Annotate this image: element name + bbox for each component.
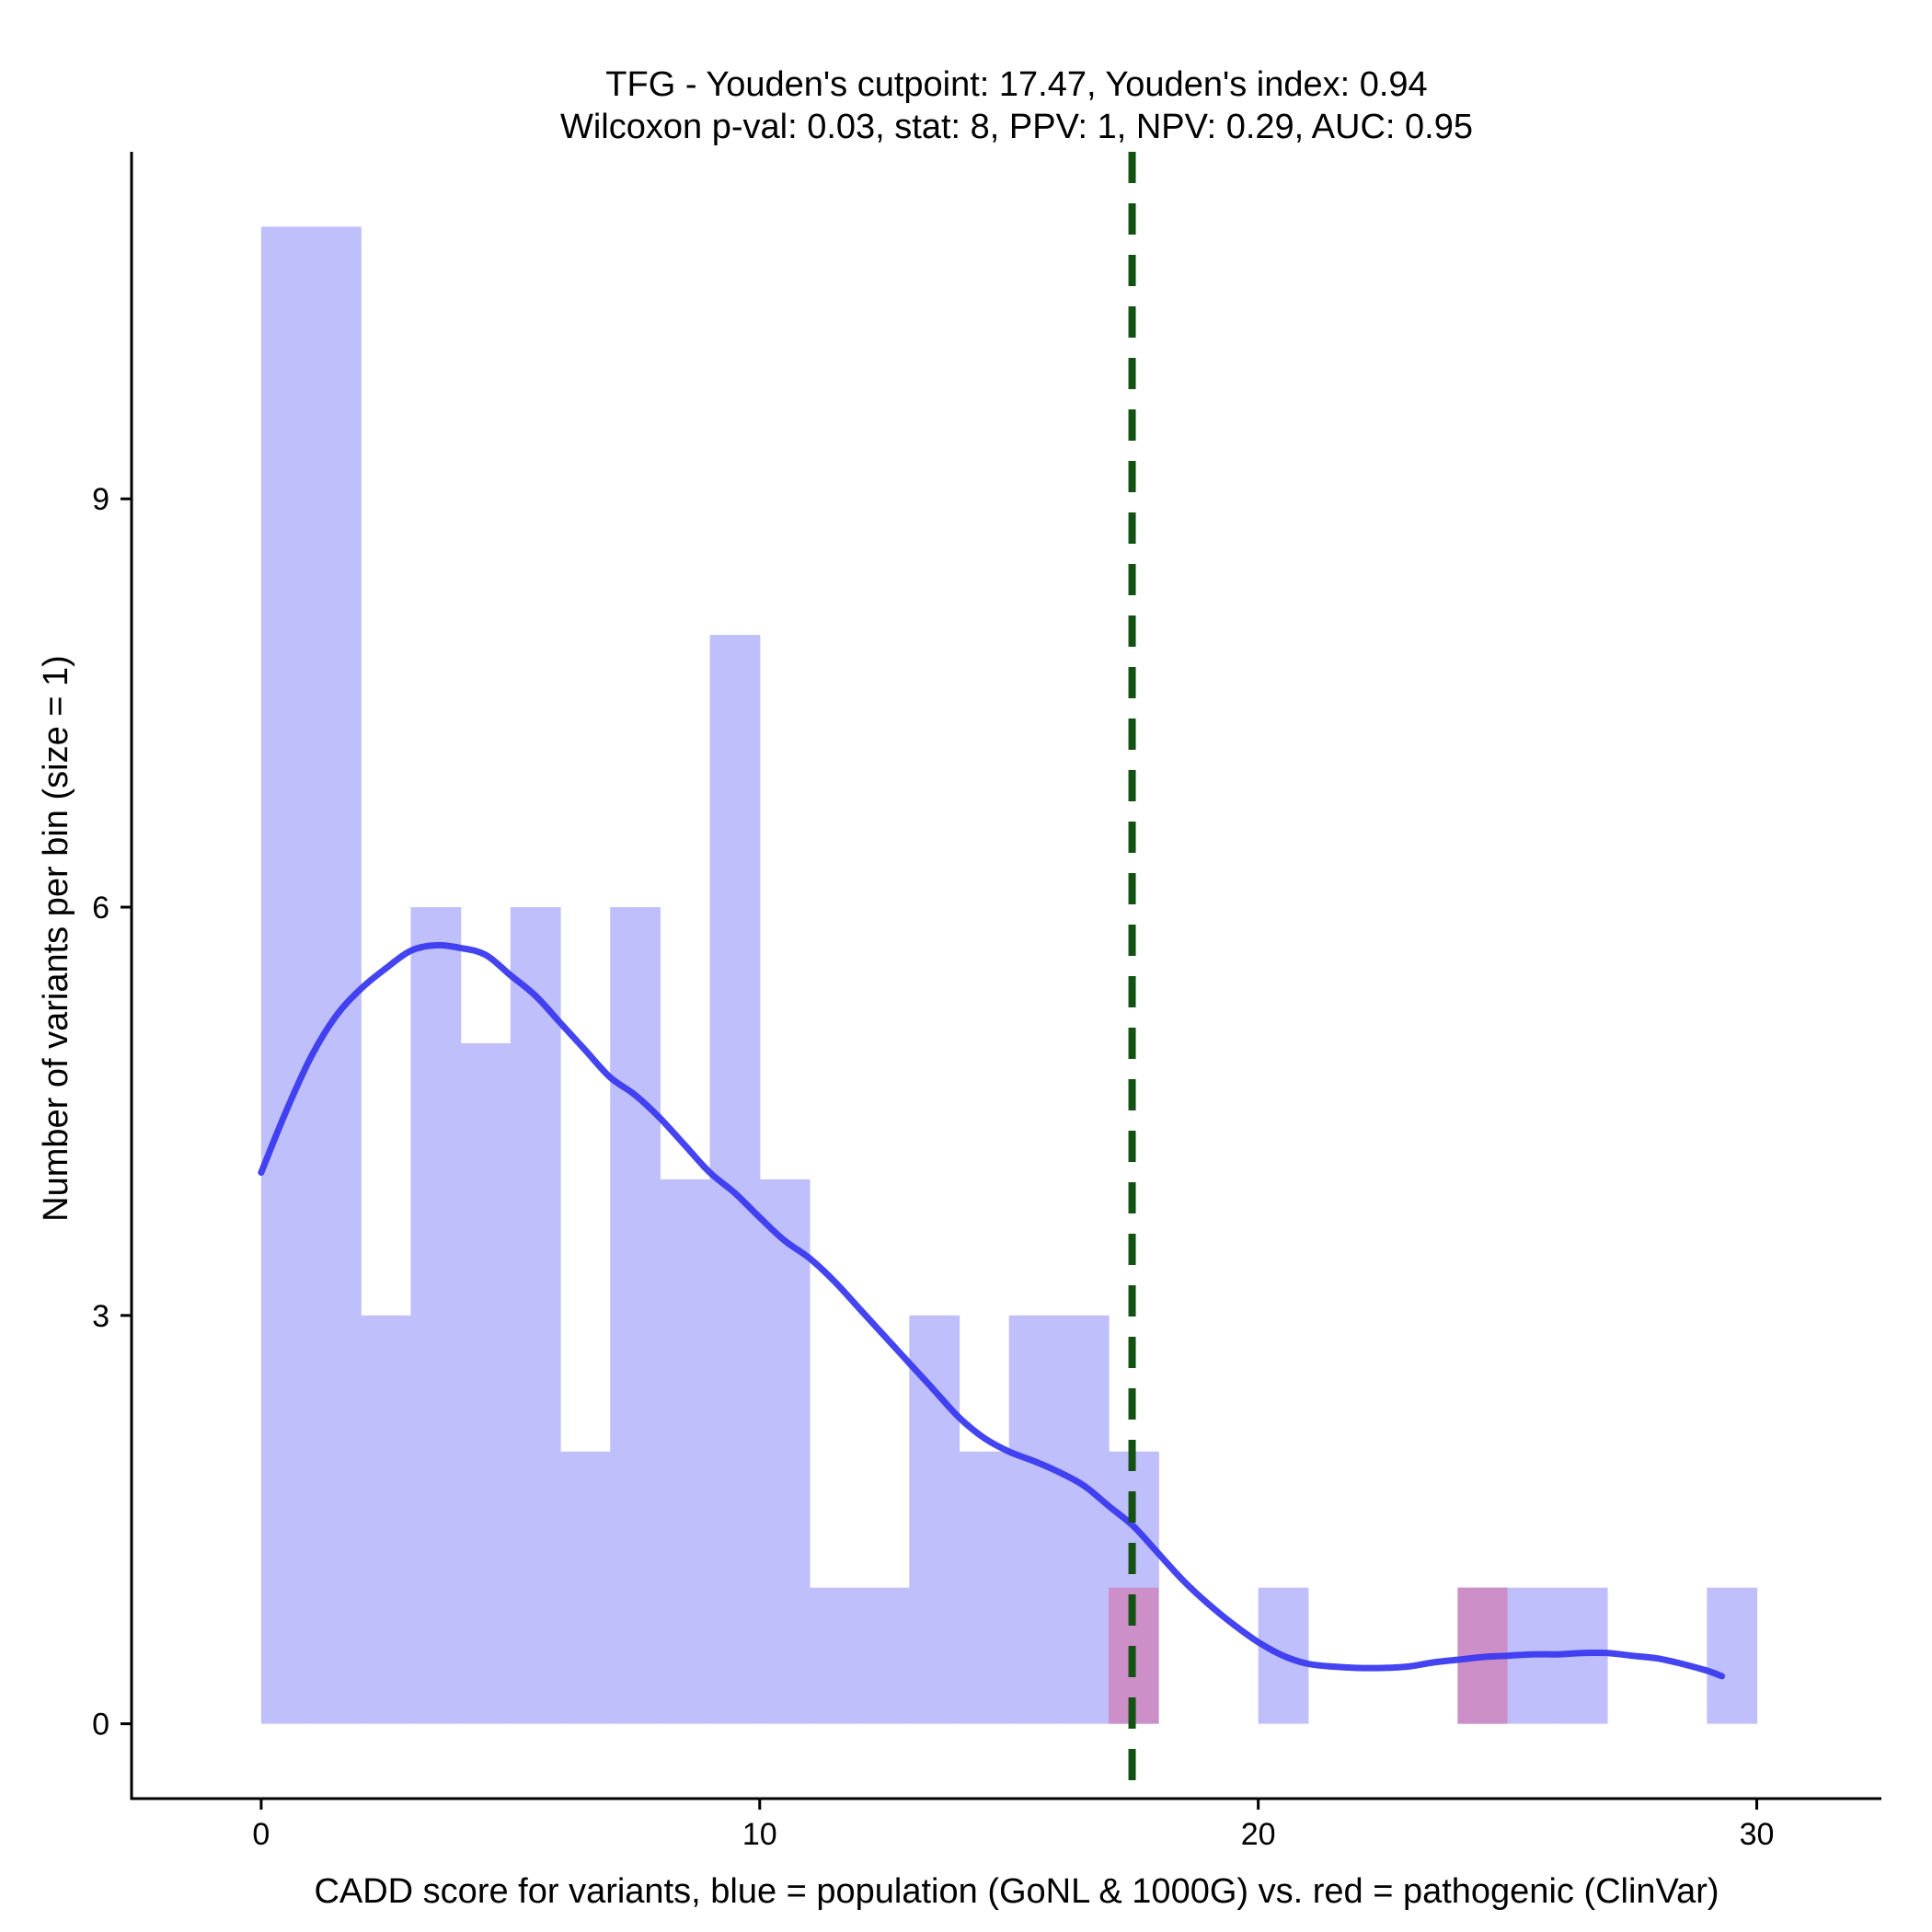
y-axis-ticks: 0 3 6 9: [92, 482, 132, 1742]
y-axis-title: Number of variants per bin (size = 1): [37, 655, 75, 1222]
population-bar: [510, 907, 561, 1724]
population-bar: [859, 1587, 910, 1724]
population-bar: [1008, 1315, 1060, 1724]
population-bar: [959, 1451, 1010, 1724]
population-bar: [1058, 1315, 1110, 1724]
y-tick-label: 0: [92, 1708, 109, 1742]
x-axis-ticks: 0 10 20 30: [252, 1799, 1774, 1852]
chart-title: TFG - Youden's cutpoint: 17.47, Youden's…: [605, 65, 1427, 104]
x-tick-label: 20: [1241, 1817, 1276, 1852]
y-tick-label: 6: [92, 891, 109, 926]
population-bar: [410, 907, 462, 1724]
population-bar: [610, 907, 661, 1724]
population-bar: [460, 1042, 512, 1724]
population-bar: [560, 1451, 611, 1724]
x-tick-label: 10: [742, 1817, 777, 1852]
y-tick-label: 9: [92, 482, 109, 517]
density-curve: [258, 941, 1726, 1680]
population-bar: [260, 226, 312, 1724]
population-bar: [311, 226, 362, 1724]
y-tick-label: 3: [92, 1299, 109, 1334]
chart-subtitle: Wilcoxon p-val: 0.03, stat: 8, PPV: 1, N…: [560, 108, 1473, 146]
population-bar: [1707, 1587, 1758, 1724]
population-bar: [759, 1179, 811, 1724]
population-bar: [660, 1179, 711, 1724]
population-bar: [361, 1315, 412, 1724]
population-bar: [809, 1587, 860, 1724]
x-tick-label: 0: [252, 1817, 270, 1852]
population-bar: [909, 1315, 960, 1724]
x-tick-label: 30: [1740, 1817, 1775, 1852]
population-bars: [260, 226, 1758, 1724]
x-axis-title: CADD score for variants, blue = populati…: [314, 1872, 1719, 1911]
